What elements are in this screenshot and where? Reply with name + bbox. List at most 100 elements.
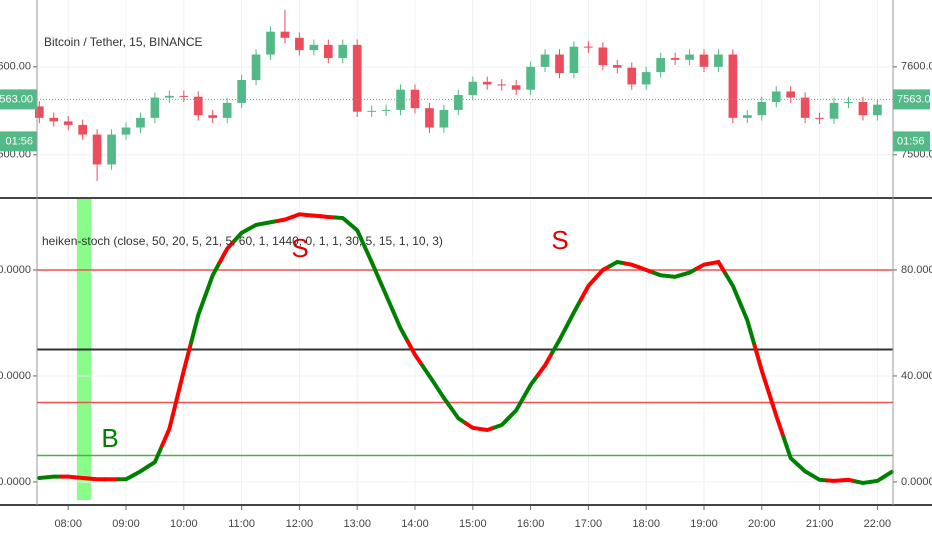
annotation: B <box>101 423 118 453</box>
y-tick-label: 80.0000 <box>901 264 932 276</box>
oscillator-segment <box>44 474 63 480</box>
x-tick-label: 09:00 <box>112 518 140 530</box>
oscillator-segment <box>463 421 483 431</box>
candle-body <box>251 54 261 81</box>
candle-body <box>309 44 319 51</box>
candle-body <box>598 47 608 66</box>
candle-body <box>439 109 449 128</box>
candle-body <box>78 124 87 135</box>
oscillator-segment <box>73 475 92 481</box>
candle-body <box>757 102 767 116</box>
candle-body <box>266 31 275 55</box>
oscillator-segment <box>579 275 598 302</box>
candle-body <box>367 110 376 112</box>
oscillator-segment <box>87 476 107 482</box>
oscillator-segment <box>839 477 858 484</box>
candle-body <box>63 121 73 125</box>
oscillator-segment <box>723 271 743 306</box>
oscillator-segment <box>694 261 714 271</box>
countdown-label: 01:56 <box>5 135 33 147</box>
x-tick-label: 18:00 <box>632 518 660 530</box>
candle-body <box>555 54 564 73</box>
oscillator-segment <box>752 343 772 396</box>
x-tick-label: 11:00 <box>228 518 255 530</box>
oscillator-segment <box>347 222 367 249</box>
oscillator-segment <box>434 384 454 411</box>
oscillator-segment <box>824 478 844 483</box>
candle-body <box>728 54 738 118</box>
oscillator-segment <box>781 434 800 467</box>
candle-body <box>511 85 521 90</box>
y-tick-label: 40.0000 <box>901 370 932 382</box>
oscillator-segment <box>622 261 641 270</box>
candle-body <box>165 95 174 98</box>
oscillator-segment <box>810 473 829 483</box>
oscillator-segment <box>232 226 251 243</box>
candle-body <box>425 108 434 128</box>
oscillator-segment <box>478 425 497 433</box>
price-badge-label: 7563.00 <box>897 93 932 105</box>
oscillator-segment <box>506 395 526 420</box>
candle-body <box>670 58 680 60</box>
oscillator-segment <box>535 350 555 378</box>
oscillator-segment <box>651 270 670 279</box>
candle-body <box>179 95 189 97</box>
candle-body <box>656 58 665 73</box>
oscillator-segment <box>767 391 786 439</box>
candle-body <box>829 102 839 119</box>
oscillator-segment <box>868 474 887 484</box>
oscillator-segment <box>261 218 280 226</box>
y-tick-label: 7500.00 <box>0 149 31 161</box>
candle-body <box>193 96 203 116</box>
candle-body <box>569 46 579 73</box>
price-badge <box>0 89 37 110</box>
countdown-badge <box>0 131 37 152</box>
candle-body <box>873 104 882 116</box>
oscillator-segment <box>275 214 295 223</box>
x-tick-label: 17:00 <box>575 518 603 530</box>
oscillator-segment <box>189 293 208 345</box>
oscillator-segment <box>882 469 894 479</box>
oscillator-segment <box>853 479 873 486</box>
oscillator-segment <box>116 473 136 482</box>
oscillator-segment <box>405 339 425 368</box>
x-tick-label: 12:00 <box>286 518 314 530</box>
oscillator-segment <box>376 276 396 314</box>
oscillator-segment <box>319 214 338 220</box>
candle-body <box>352 44 362 112</box>
oscillator-segment <box>145 443 165 469</box>
chart-title: Bitcoin / Tether, 15, BINANCE <box>44 35 203 49</box>
x-tick-label: 13:00 <box>343 518 371 530</box>
oscillator-segment <box>608 259 627 268</box>
y-tick-label: 80.0000 <box>0 264 31 276</box>
oscillator-segment <box>449 406 468 426</box>
oscillator-segment <box>131 464 150 478</box>
x-tick-label: 08:00 <box>54 518 82 530</box>
annotation: S <box>291 233 308 263</box>
oscillator-segment <box>492 415 511 430</box>
candle-body <box>338 44 348 59</box>
candle-body <box>121 127 131 135</box>
price-badge-label: 7563.00 <box>0 93 33 105</box>
candle-body <box>150 97 160 118</box>
oscillator-segment <box>391 309 410 344</box>
candle-body <box>584 46 593 48</box>
candle-body <box>858 102 868 116</box>
candle-body <box>800 97 810 118</box>
y-tick-label: 40.0000 <box>0 370 31 382</box>
candle-body <box>34 106 44 118</box>
countdown-badge <box>893 131 930 152</box>
candle-body <box>454 94 463 110</box>
x-tick-label: 14:00 <box>401 518 429 530</box>
candle-body <box>222 102 232 118</box>
oscillator-segment <box>333 215 352 227</box>
candle-body <box>714 54 723 67</box>
oscillator-segment <box>593 263 613 280</box>
oscillator-segment <box>58 474 78 480</box>
oscillator-segment <box>217 238 237 265</box>
candle-body <box>699 54 709 67</box>
oscillator-segment <box>636 265 656 275</box>
y-tick-label: 0.0000 <box>0 476 31 488</box>
candle-body <box>771 91 781 103</box>
